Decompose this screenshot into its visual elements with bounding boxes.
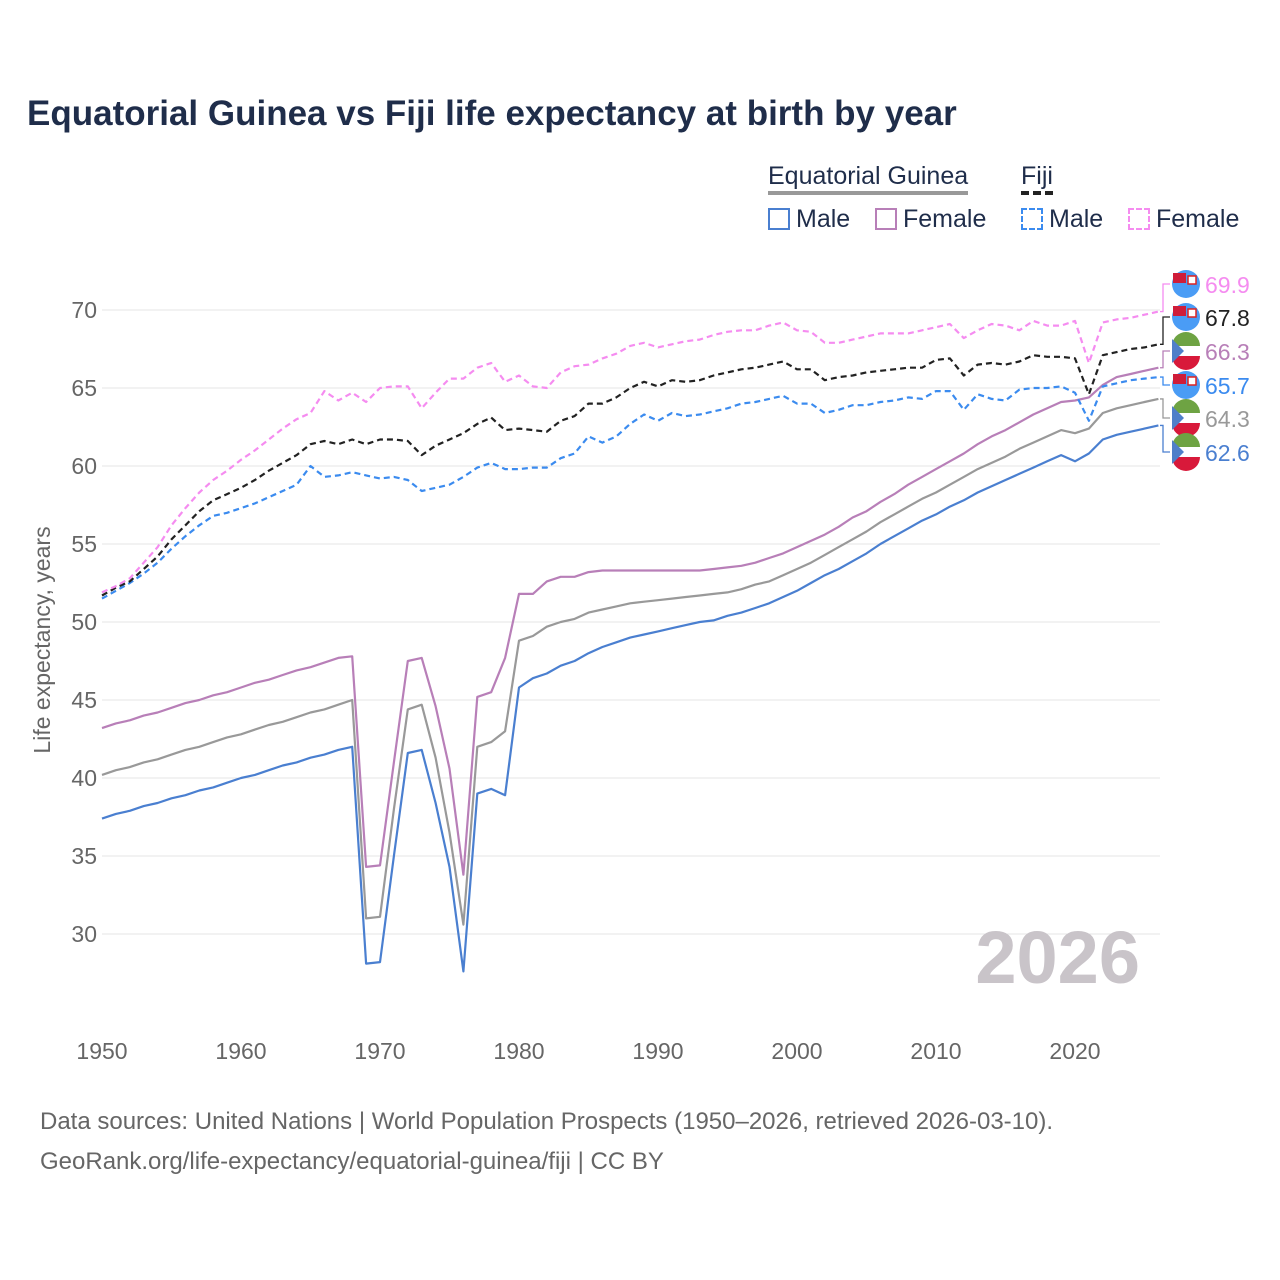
end-value-label: 67.8 xyxy=(1205,305,1250,331)
legend-group-equatorial-guinea: Equatorial Guinea xyxy=(768,162,969,195)
x-tick-label: 2000 xyxy=(771,1038,822,1064)
x-tick-label: 2020 xyxy=(1049,1038,1100,1064)
legend-swatch xyxy=(768,208,790,230)
legend-fiji-male[interactable]: Male xyxy=(1021,205,1103,234)
label-connector xyxy=(1160,350,1170,369)
legend-eg-male[interactable]: Male xyxy=(768,205,850,234)
flag-triangle xyxy=(1172,406,1184,430)
legend-swatch xyxy=(875,208,897,230)
y-axis-label: Life expectancy, years xyxy=(29,526,55,753)
label-connector xyxy=(1160,316,1170,345)
y-tick-label: 65 xyxy=(71,375,97,401)
flag-shield xyxy=(1187,275,1197,285)
flag-canton xyxy=(1173,273,1186,283)
label-connector xyxy=(1160,376,1170,386)
flag-stripe-red xyxy=(1172,423,1200,437)
flag-stripe-red xyxy=(1172,457,1200,471)
legend-group-fiji: Fiji xyxy=(1021,162,1053,195)
flag-shield xyxy=(1187,376,1197,386)
y-tick-label: 30 xyxy=(71,921,97,947)
legend-label: Female xyxy=(903,205,987,233)
flag-stripe-green xyxy=(1172,332,1200,346)
end-value-label: 69.9 xyxy=(1205,272,1250,298)
series-line-equatorial-guinea-male xyxy=(101,424,1159,973)
flag-stripe-red xyxy=(1172,356,1200,370)
source-note: Data sources: United Nations | World Pop… xyxy=(40,1108,1054,1135)
end-value-label: 65.7 xyxy=(1205,373,1250,399)
series-line-fiji-total xyxy=(101,343,1159,597)
flag-canton xyxy=(1173,374,1186,384)
x-tick-label: 1950 xyxy=(76,1038,127,1064)
x-tick-label: 1960 xyxy=(215,1038,266,1064)
series-line-fiji-male xyxy=(101,376,1159,600)
legend-swatch xyxy=(1128,208,1150,230)
flag-canton xyxy=(1173,306,1186,316)
flag-stripe-green xyxy=(1172,433,1200,447)
legend-swatch xyxy=(1021,208,1043,230)
label-connector xyxy=(1160,283,1170,313)
y-tick-label: 60 xyxy=(71,453,97,479)
series-line-equatorial-guinea-total xyxy=(101,397,1159,926)
series-line-fiji-female xyxy=(101,310,1159,594)
flag-triangle xyxy=(1172,339,1184,363)
y-tick-label: 70 xyxy=(71,297,97,323)
x-tick-label: 1980 xyxy=(493,1038,544,1064)
source-url[interactable]: GeoRank.org/life-expectancy/equatorial-g… xyxy=(40,1148,664,1175)
x-tick-label: 1970 xyxy=(354,1038,405,1064)
label-connector xyxy=(1160,398,1170,419)
end-value-label: 66.3 xyxy=(1205,339,1250,365)
legend-label: Male xyxy=(796,205,851,233)
label-connector xyxy=(1160,424,1170,453)
y-tick-label: 35 xyxy=(71,843,97,869)
legend-label: Female xyxy=(1156,205,1240,233)
y-tick-label: 40 xyxy=(71,765,97,791)
flag-shield xyxy=(1187,308,1197,318)
y-tick-label: 50 xyxy=(71,609,97,635)
x-tick-label: 2010 xyxy=(910,1038,961,1064)
legend-fiji-female[interactable]: Female xyxy=(1128,205,1239,234)
flag-stripe-green xyxy=(1172,399,1200,413)
chart-title: Equatorial Guinea vs Fiji life expectanc… xyxy=(27,94,957,133)
flag-triangle xyxy=(1172,440,1184,464)
end-value-label: 62.6 xyxy=(1205,440,1250,466)
legend-eg-female[interactable]: Female xyxy=(875,205,986,234)
series-line-equatorial-guinea-female xyxy=(101,366,1159,876)
y-tick-label: 45 xyxy=(71,687,97,713)
end-value-label: 64.3 xyxy=(1205,406,1250,432)
y-tick-label: 55 xyxy=(71,531,97,557)
legend-label: Male xyxy=(1049,205,1104,233)
x-tick-label: 1990 xyxy=(632,1038,683,1064)
year-watermark: 2026 xyxy=(975,916,1140,999)
